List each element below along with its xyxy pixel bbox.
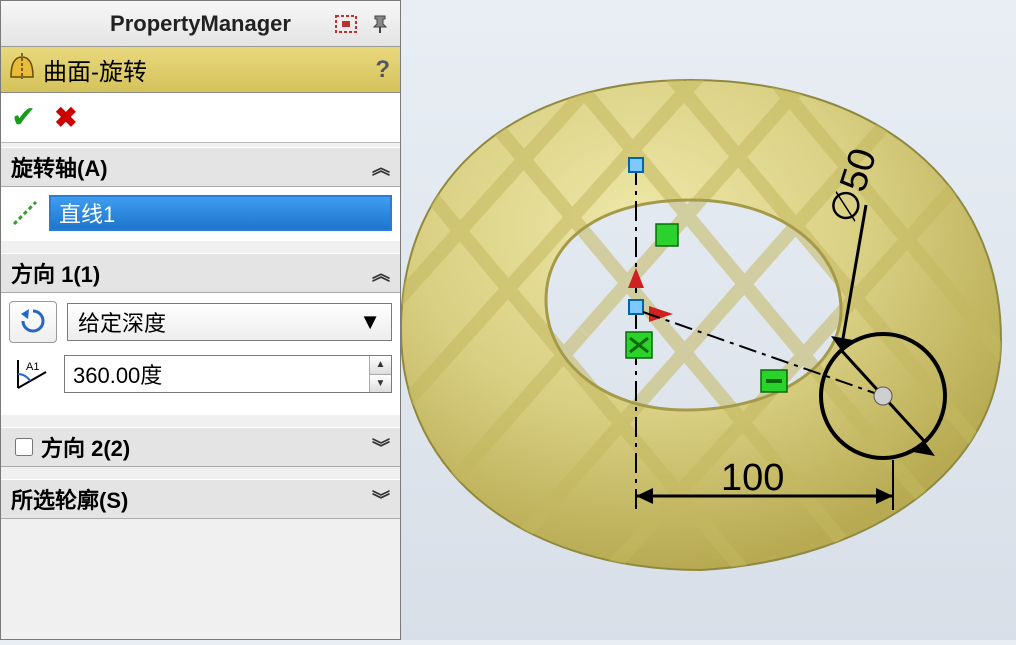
angle-spinner[interactable]: ▲ ▼ — [64, 355, 392, 393]
angle-decrement-button[interactable]: ▼ — [370, 375, 391, 393]
section-axis-body: 直线1 — [1, 187, 400, 241]
dimension-100[interactable]: 100 — [721, 457, 784, 499]
section-direction1-header[interactable]: 方向 1(1) ︽ — [1, 253, 400, 293]
dropdown-arrow-icon: ▼ — [359, 309, 381, 335]
expand-icon: ︾ — [372, 434, 390, 460]
angle-icon: A1 — [9, 353, 54, 395]
reverse-direction-button[interactable] — [9, 301, 57, 343]
ok-button[interactable]: ✔ — [11, 100, 36, 135]
section-direction1-label: 方向 1(1) — [11, 257, 100, 289]
section-direction2-label: 方向 2(2) — [41, 431, 130, 463]
end-condition-value: 给定深度 — [78, 306, 166, 338]
axis-value: 直线1 — [59, 197, 115, 229]
angle-increment-button[interactable]: ▲ — [370, 356, 391, 375]
feature-name: 曲面-旋转 — [43, 52, 147, 87]
end-condition-dropdown[interactable]: 给定深度 ▼ — [67, 303, 392, 341]
section-direction1-body: 给定深度 ▼ A1 ▲ ▼ — [1, 293, 400, 415]
pm-title: PropertyManager — [110, 11, 291, 37]
revolve-surface-icon — [7, 51, 37, 88]
collapse-icon: ︽ — [372, 260, 390, 286]
confirm-row: ✔ ✖ — [1, 93, 400, 143]
cancel-button[interactable]: ✖ — [54, 101, 77, 134]
pushpin-icon[interactable] — [366, 10, 394, 38]
axis-selection-field[interactable]: 直线1 — [49, 195, 392, 231]
property-manager-panel: PropertyManager 曲面-旋转 — [0, 0, 401, 640]
direction2-checkbox[interactable] — [15, 438, 33, 456]
graphics-viewport[interactable]: ∅50 100 — [401, 0, 1016, 640]
feature-header: 曲面-旋转 ? — [1, 47, 400, 93]
section-axis-label: 旋转轴(A) — [11, 151, 108, 183]
section-contours-header[interactable]: 所选轮廓(S) ︾ — [1, 479, 400, 519]
section-contours-label: 所选轮廓(S) — [11, 483, 128, 515]
svg-text:A1: A1 — [26, 361, 39, 373]
help-button[interactable]: ? — [375, 56, 390, 84]
section-axis-header[interactable]: 旋转轴(A) ︽ — [1, 147, 400, 187]
keep-visible-icon[interactable] — [332, 10, 360, 38]
section-direction2-header[interactable]: 方向 2(2) ︾ — [1, 427, 400, 467]
pm-titlebar: PropertyManager — [1, 1, 400, 47]
angle-input[interactable] — [65, 356, 369, 392]
torus-surface[interactable] — [401, 40, 1016, 580]
axis-icon — [9, 197, 41, 229]
expand-icon: ︾ — [372, 486, 390, 512]
collapse-icon: ︽ — [372, 154, 390, 180]
